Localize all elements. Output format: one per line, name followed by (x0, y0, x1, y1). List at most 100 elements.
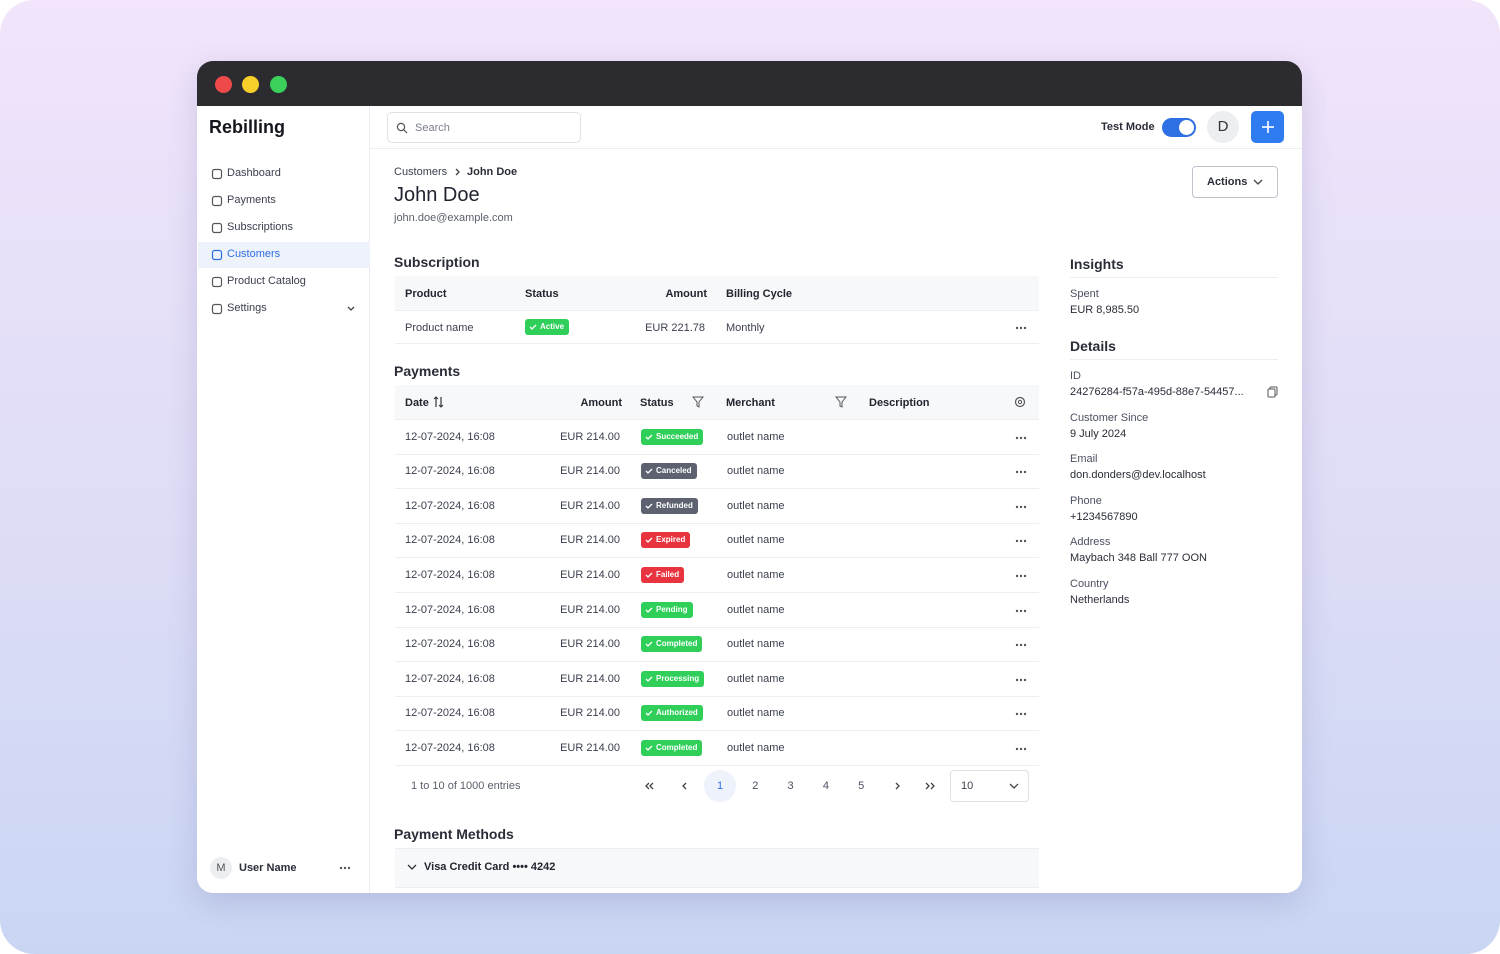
date-cell: 12-07-2024, 16:08 (405, 741, 495, 754)
maximize-button[interactable] (270, 76, 287, 93)
merchant-cell: outlet name (727, 672, 785, 685)
merchant-cell: outlet name (727, 741, 785, 754)
settings-icon (1014, 396, 1026, 408)
nav-item[interactable]: Settings (198, 296, 370, 322)
date-cell: 12-07-2024, 16:08 (405, 568, 495, 581)
search-placeholder: Search (415, 122, 450, 134)
filter-icon (692, 396, 704, 408)
page-title: John Doe (394, 184, 480, 206)
line (395, 695, 1039, 697)
status-badge: Authorized (641, 705, 703, 722)
line (395, 557, 1039, 559)
chevron (925, 782, 930, 790)
page-button[interactable]: 2 (752, 780, 759, 792)
merchant-cell: outlet name (727, 534, 785, 547)
status-badge: Canceled (641, 463, 697, 480)
method-row-bg[interactable] (395, 848, 1039, 888)
search-icon (396, 122, 408, 134)
close-button[interactable] (215, 76, 232, 93)
line (395, 730, 1039, 732)
line (395, 626, 1039, 628)
status-label: Processing (656, 673, 700, 683)
breadcrumb[interactable]: Customers (394, 166, 448, 178)
line (1070, 359, 1278, 360)
nav-item[interactable]: Dashboard (198, 161, 370, 187)
date-cell: 12-07-2024, 16:08 (405, 534, 495, 547)
amount-cell: EUR 221.78 (645, 322, 705, 334)
nav-icon (211, 303, 223, 315)
status-badge: Succeeded (641, 428, 704, 445)
status-icon (645, 710, 653, 717)
line (395, 343, 1039, 344)
status-label: Active (540, 322, 565, 331)
nav-icon (211, 195, 223, 207)
row-menu (1015, 678, 1027, 681)
minimize-button[interactable] (242, 76, 259, 93)
nav-label: Settings (227, 302, 267, 314)
section-title: Subscription (394, 254, 480, 270)
row-menu (1015, 505, 1027, 508)
field-label: Address (1070, 536, 1111, 549)
test-mode-label: Test Mode (1101, 121, 1155, 133)
merchant-cell: outlet name (727, 465, 785, 478)
avatar[interactable]: D (1207, 111, 1239, 143)
nav-label: Product Catalog (227, 275, 306, 287)
copy-icon (1267, 386, 1278, 398)
column-header: Merchant (726, 397, 775, 409)
column-header: Product (405, 288, 447, 300)
test-mode-toggle[interactable] (1162, 118, 1196, 137)
column-header[interactable]: Date (405, 397, 429, 409)
status-badge: Refunded (641, 497, 698, 514)
nav-item[interactable]: Payments (198, 188, 370, 214)
status-badge: Completed (641, 739, 703, 756)
nav-label: Customers (227, 248, 281, 260)
status-icon (645, 537, 653, 544)
product-cell: Product name (405, 322, 474, 334)
page-button[interactable]: 5 (858, 780, 865, 792)
select-chevron (1009, 783, 1019, 789)
merchant-cell: outlet name (727, 603, 785, 616)
merchant-cell: outlet name (727, 499, 785, 512)
status-icon (645, 676, 653, 682)
search-box[interactable]: Search (387, 112, 581, 143)
table-head-bg (395, 385, 1039, 419)
page-button[interactable]: 3 (787, 780, 794, 792)
title-bar (197, 61, 1302, 106)
toggle-knob (1179, 120, 1194, 135)
nav-label: Dashboard (227, 167, 281, 179)
status-badge: Pending (641, 601, 693, 618)
amount-cell: EUR 214.00 (560, 534, 620, 547)
line (395, 453, 1039, 455)
sort-icon (433, 396, 444, 408)
page-button[interactable]: 1 (704, 770, 736, 802)
nav-item[interactable]: Subscriptions (198, 215, 370, 241)
page-size-select[interactable]: 10 (950, 770, 1029, 802)
field-label: Phone (1070, 494, 1102, 507)
add-button[interactable] (1251, 111, 1284, 143)
actions-button[interactable]: Actions (1192, 166, 1278, 198)
row-menu (1015, 540, 1027, 543)
status-label: Succeeded (656, 431, 699, 441)
status-badge: Completed (641, 636, 703, 653)
status-label: Completed (656, 742, 698, 752)
page-button[interactable]: 4 (822, 780, 829, 792)
nav-label: Subscriptions (227, 221, 294, 233)
line (395, 522, 1039, 524)
status-icon (645, 745, 653, 751)
filter-icon (835, 396, 847, 408)
nav-item[interactable]: Customers (198, 242, 370, 268)
status-label: Expired (656, 535, 686, 545)
chevron (347, 306, 355, 311)
field-value: Netherlands (1070, 594, 1130, 606)
status-icon (645, 641, 653, 648)
app-window (197, 61, 1302, 893)
date-cell: 12-07-2024, 16:08 (405, 707, 495, 720)
column-header: Status (525, 288, 559, 300)
chevron (649, 782, 654, 790)
status-label: Authorized (656, 708, 698, 718)
field-value: 9 July 2024 (1070, 427, 1127, 440)
nav-label: Payments (227, 194, 276, 206)
nav-item[interactable]: Product Catalog (198, 269, 370, 295)
user-avatar: M (210, 857, 232, 879)
